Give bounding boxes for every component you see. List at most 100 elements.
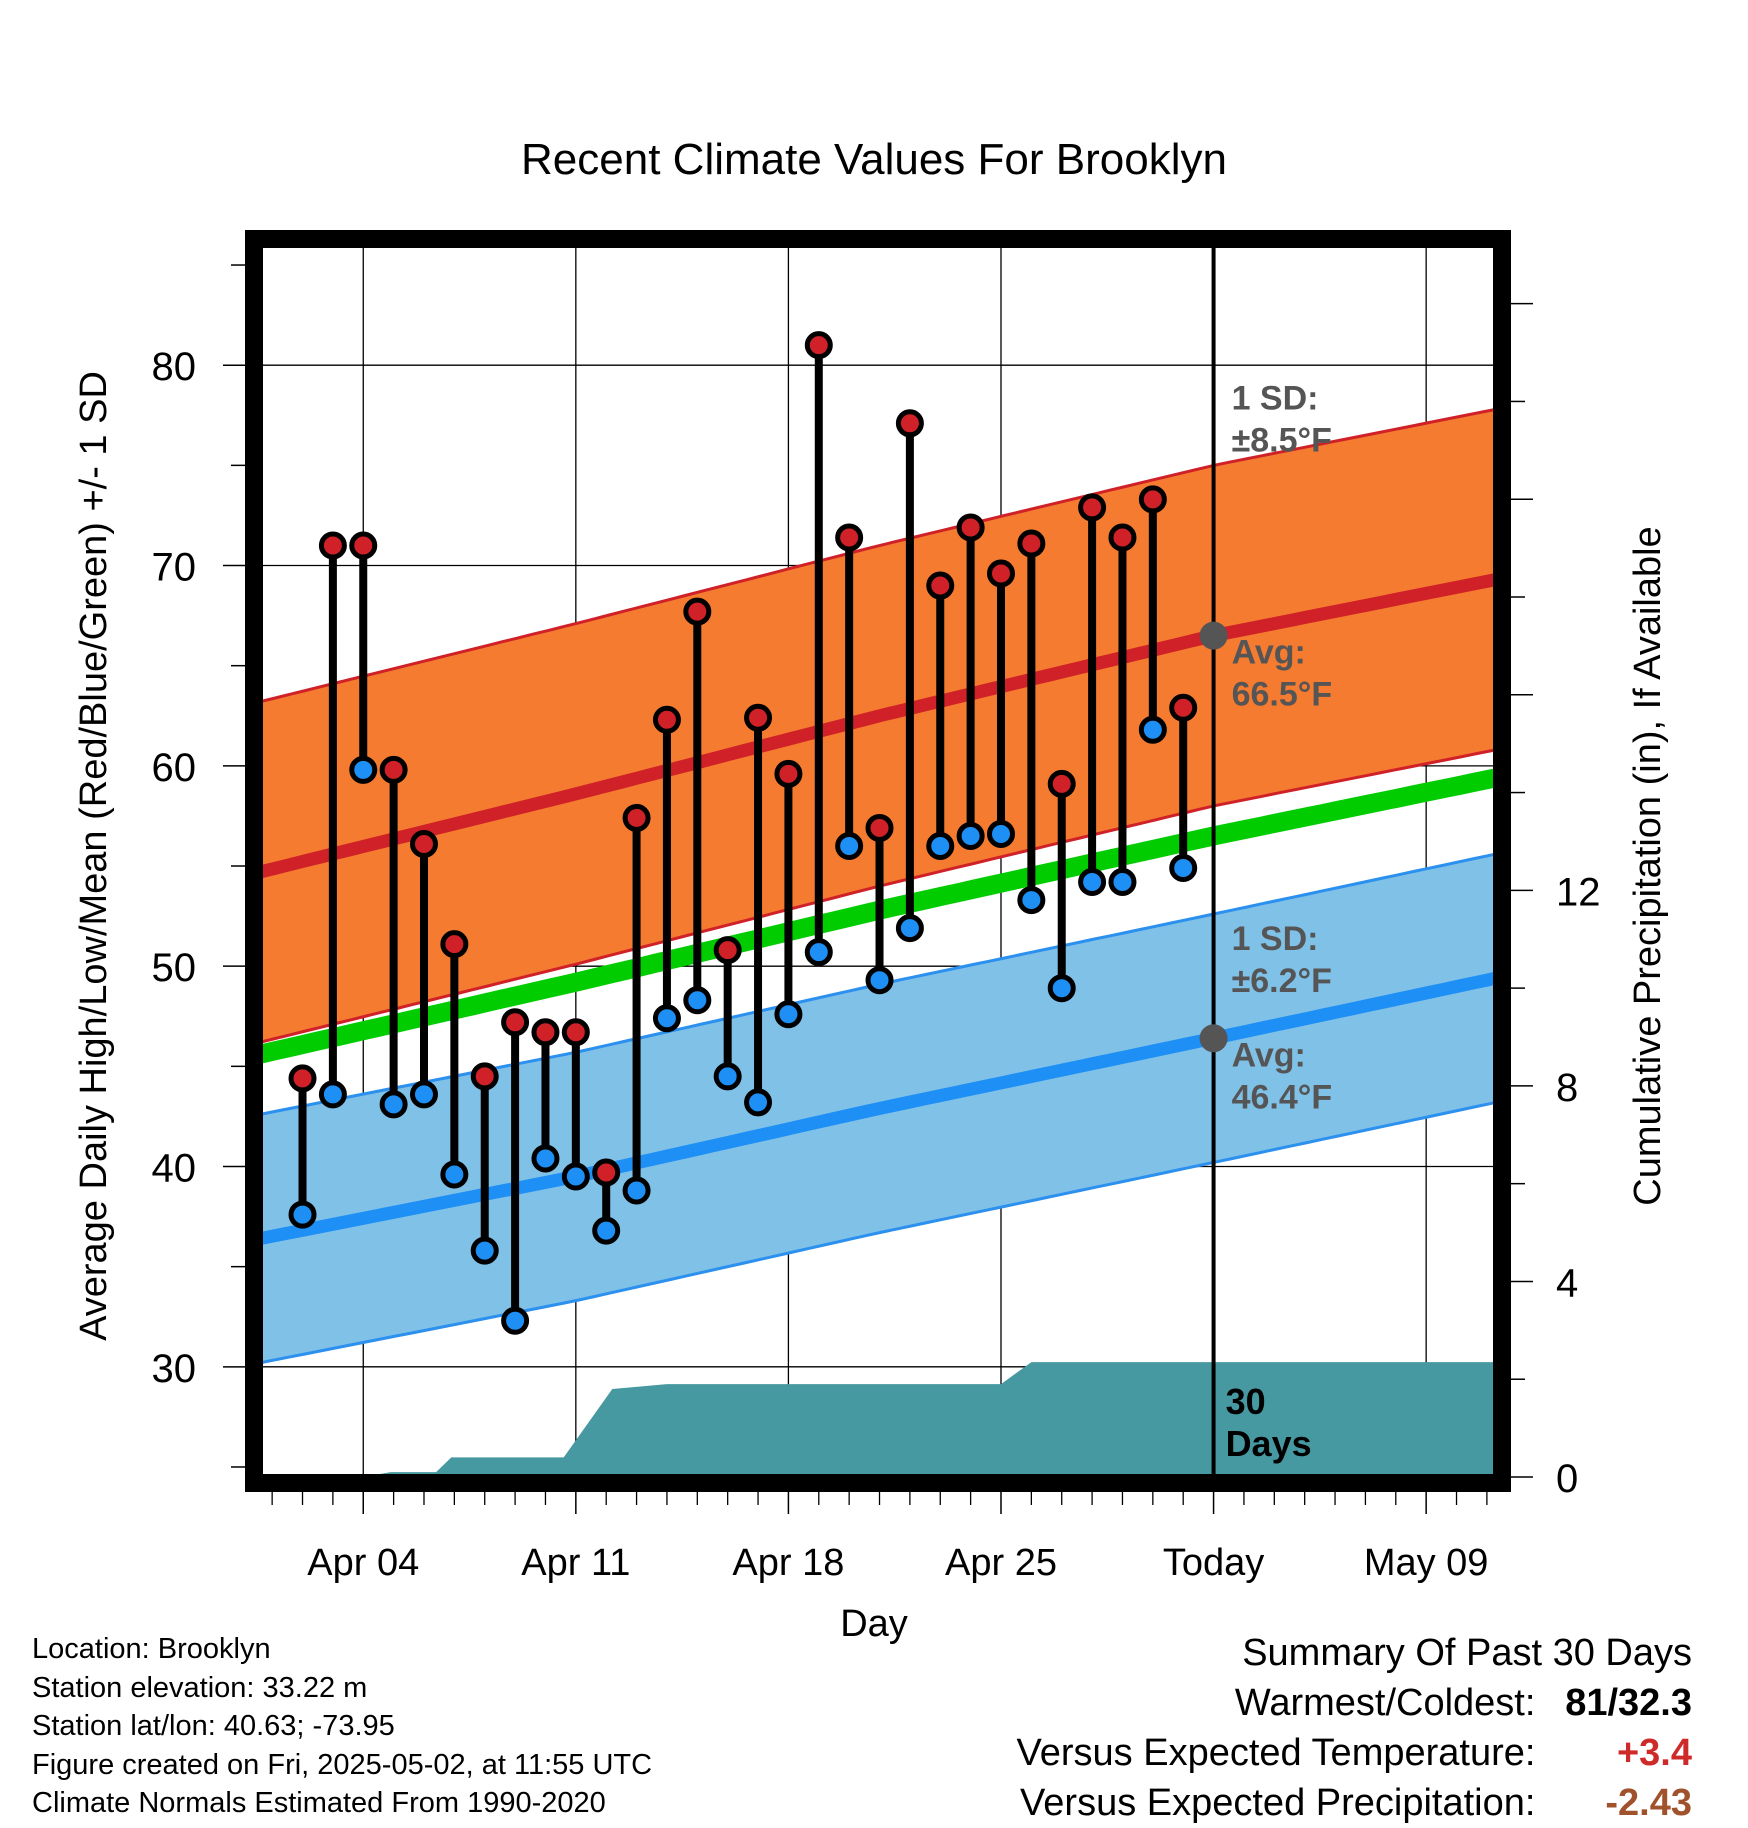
today-days-label-line: Days (1226, 1423, 1312, 1464)
location-text: Location: Brooklyn (32, 1633, 271, 1665)
y2-tick-label-12: 12 (1556, 870, 1601, 914)
low-point-28 (1108, 868, 1137, 897)
today-days-label-line: 30 (1226, 1381, 1266, 1422)
high-sd-band (260, 409, 1496, 1043)
x-axis-label: Day (840, 1603, 908, 1645)
high-sd-value: ±8.5°F (1232, 421, 1332, 459)
low-point-20 (865, 966, 894, 995)
warmest-value: 81 (1565, 1682, 1608, 1724)
chart-title: Recent Climate Values For Brooklyn (521, 135, 1227, 184)
low-point-27 (1078, 868, 1107, 897)
high-normal-line (260, 573, 1496, 879)
y2-tick-label-8: 8 (1556, 1066, 1578, 1110)
high-point-13 (652, 705, 681, 734)
low-point-18 (804, 938, 833, 967)
low-point-26 (1047, 974, 1076, 1003)
low-point-3 (349, 755, 378, 784)
low-point-21 (895, 914, 924, 943)
summary-precip-row: Versus Expected Precipitation: -2.43 (1017, 1778, 1692, 1828)
summary-warmest-row: Warmest/Coldest: 81/32.3 (1017, 1678, 1692, 1728)
x-tick-label-3: Apr 04 (307, 1542, 419, 1584)
low-point-11 (592, 1216, 621, 1245)
y-tick-label-60: 60 (152, 746, 197, 790)
low-point-4 (379, 1090, 408, 1119)
low-point-30 (1169, 854, 1198, 883)
high-point-30 (1169, 693, 1198, 722)
x-tick-label-31: Today (1163, 1542, 1264, 1584)
high-point-1 (288, 1064, 317, 1093)
high-point-29 (1138, 485, 1167, 514)
low-sd-label: 1 SD: (1232, 920, 1319, 958)
elevation-text: Station elevation: 33.22 m (32, 1671, 368, 1704)
high-point-11 (592, 1158, 621, 1187)
high-point-15 (713, 936, 742, 965)
low-avg-value: 46.4°F (1232, 1078, 1333, 1116)
high-sd-upper-edge (260, 407, 1496, 704)
low-point-14 (683, 986, 712, 1015)
latlon-text: Station lat/lon: 40.63; -73.95 (32, 1710, 395, 1742)
high-point-18 (804, 331, 833, 360)
high-point-26 (1047, 769, 1076, 798)
low-point-16 (744, 1088, 773, 1117)
low-normal-line (260, 971, 1496, 1245)
low-point-29 (1138, 715, 1167, 744)
high-point-20 (865, 813, 894, 842)
low-point-5 (409, 1080, 438, 1109)
high-sd-label: 1 SD: (1232, 379, 1319, 417)
normals-text: Climate Normals Estimated From 1990-2020 (32, 1787, 606, 1819)
high-point-19 (835, 523, 864, 552)
today-days-label: 30 Days (1226, 1381, 1312, 1464)
high-point-8 (501, 1008, 530, 1037)
high-point-27 (1078, 493, 1107, 522)
high-point-10 (561, 1018, 590, 1047)
high-point-7 (470, 1062, 499, 1091)
low-point-15 (713, 1062, 742, 1091)
low-point-6 (440, 1160, 469, 1189)
high-point-28 (1108, 523, 1137, 552)
high-point-12 (622, 803, 651, 832)
x-tick-label-17: Apr 18 (732, 1542, 844, 1584)
plot-frame (245, 230, 1511, 1492)
low-sd-lower-edge (260, 1100, 1496, 1365)
high-point-3 (349, 531, 378, 560)
low-point-23 (956, 821, 985, 850)
low-avg-marker (1199, 1024, 1228, 1053)
coldest-value: 32.3 (1618, 1682, 1692, 1724)
temp-label: Versus Expected Temperature: (1016, 1732, 1536, 1774)
high-point-6 (440, 930, 469, 959)
y-tick-label-30: 30 (152, 1347, 197, 1391)
created-text: Figure created on Fri, 2025-05-02, at 11… (32, 1748, 653, 1781)
precip-value: -2.43 (1605, 1782, 1692, 1824)
high-point-17 (774, 759, 803, 788)
x-tick-label-10: Apr 11 (521, 1542, 630, 1584)
low-point-25 (1017, 886, 1046, 915)
precipitation-area (260, 1362, 1496, 1477)
high-point-24 (986, 559, 1015, 588)
precip-label: Versus Expected Precipitation: (1020, 1782, 1536, 1824)
high-point-9 (531, 1018, 560, 1047)
high-avg-value: 66.5°F (1232, 676, 1333, 714)
high-point-5 (409, 829, 438, 858)
summary-temp-row: Versus Expected Temperature: +3.4 (1017, 1728, 1692, 1778)
summary-title: Summary Of Past 30 Days (1242, 1632, 1692, 1674)
y2-axis-label: Cumulative Precipitation (in), If Availa… (1627, 526, 1669, 1205)
y2-tick-label-0: 0 (1556, 1457, 1578, 1501)
low-point-9 (531, 1144, 560, 1173)
temp-value: +3.4 (1616, 1732, 1692, 1774)
y-tick-label-40: 40 (152, 1146, 197, 1190)
low-sd-value: ±6.2°F (1232, 962, 1332, 1000)
low-point-17 (774, 1000, 803, 1029)
high-point-14 (683, 597, 712, 626)
low-point-2 (318, 1080, 347, 1109)
high-point-23 (956, 513, 985, 542)
y-tick-label-70: 70 (152, 546, 197, 590)
summary-panel: Summary Of Past 30 Days Warmest/Coldest:… (1017, 1628, 1692, 1828)
y2-tick-label-4: 4 (1556, 1261, 1578, 1305)
low-point-22 (926, 831, 955, 860)
high-point-4 (379, 755, 408, 784)
high-point-25 (1017, 529, 1046, 558)
high-avg-label: Avg: (1232, 634, 1306, 672)
low-point-19 (835, 831, 864, 860)
high-point-2 (318, 531, 347, 560)
